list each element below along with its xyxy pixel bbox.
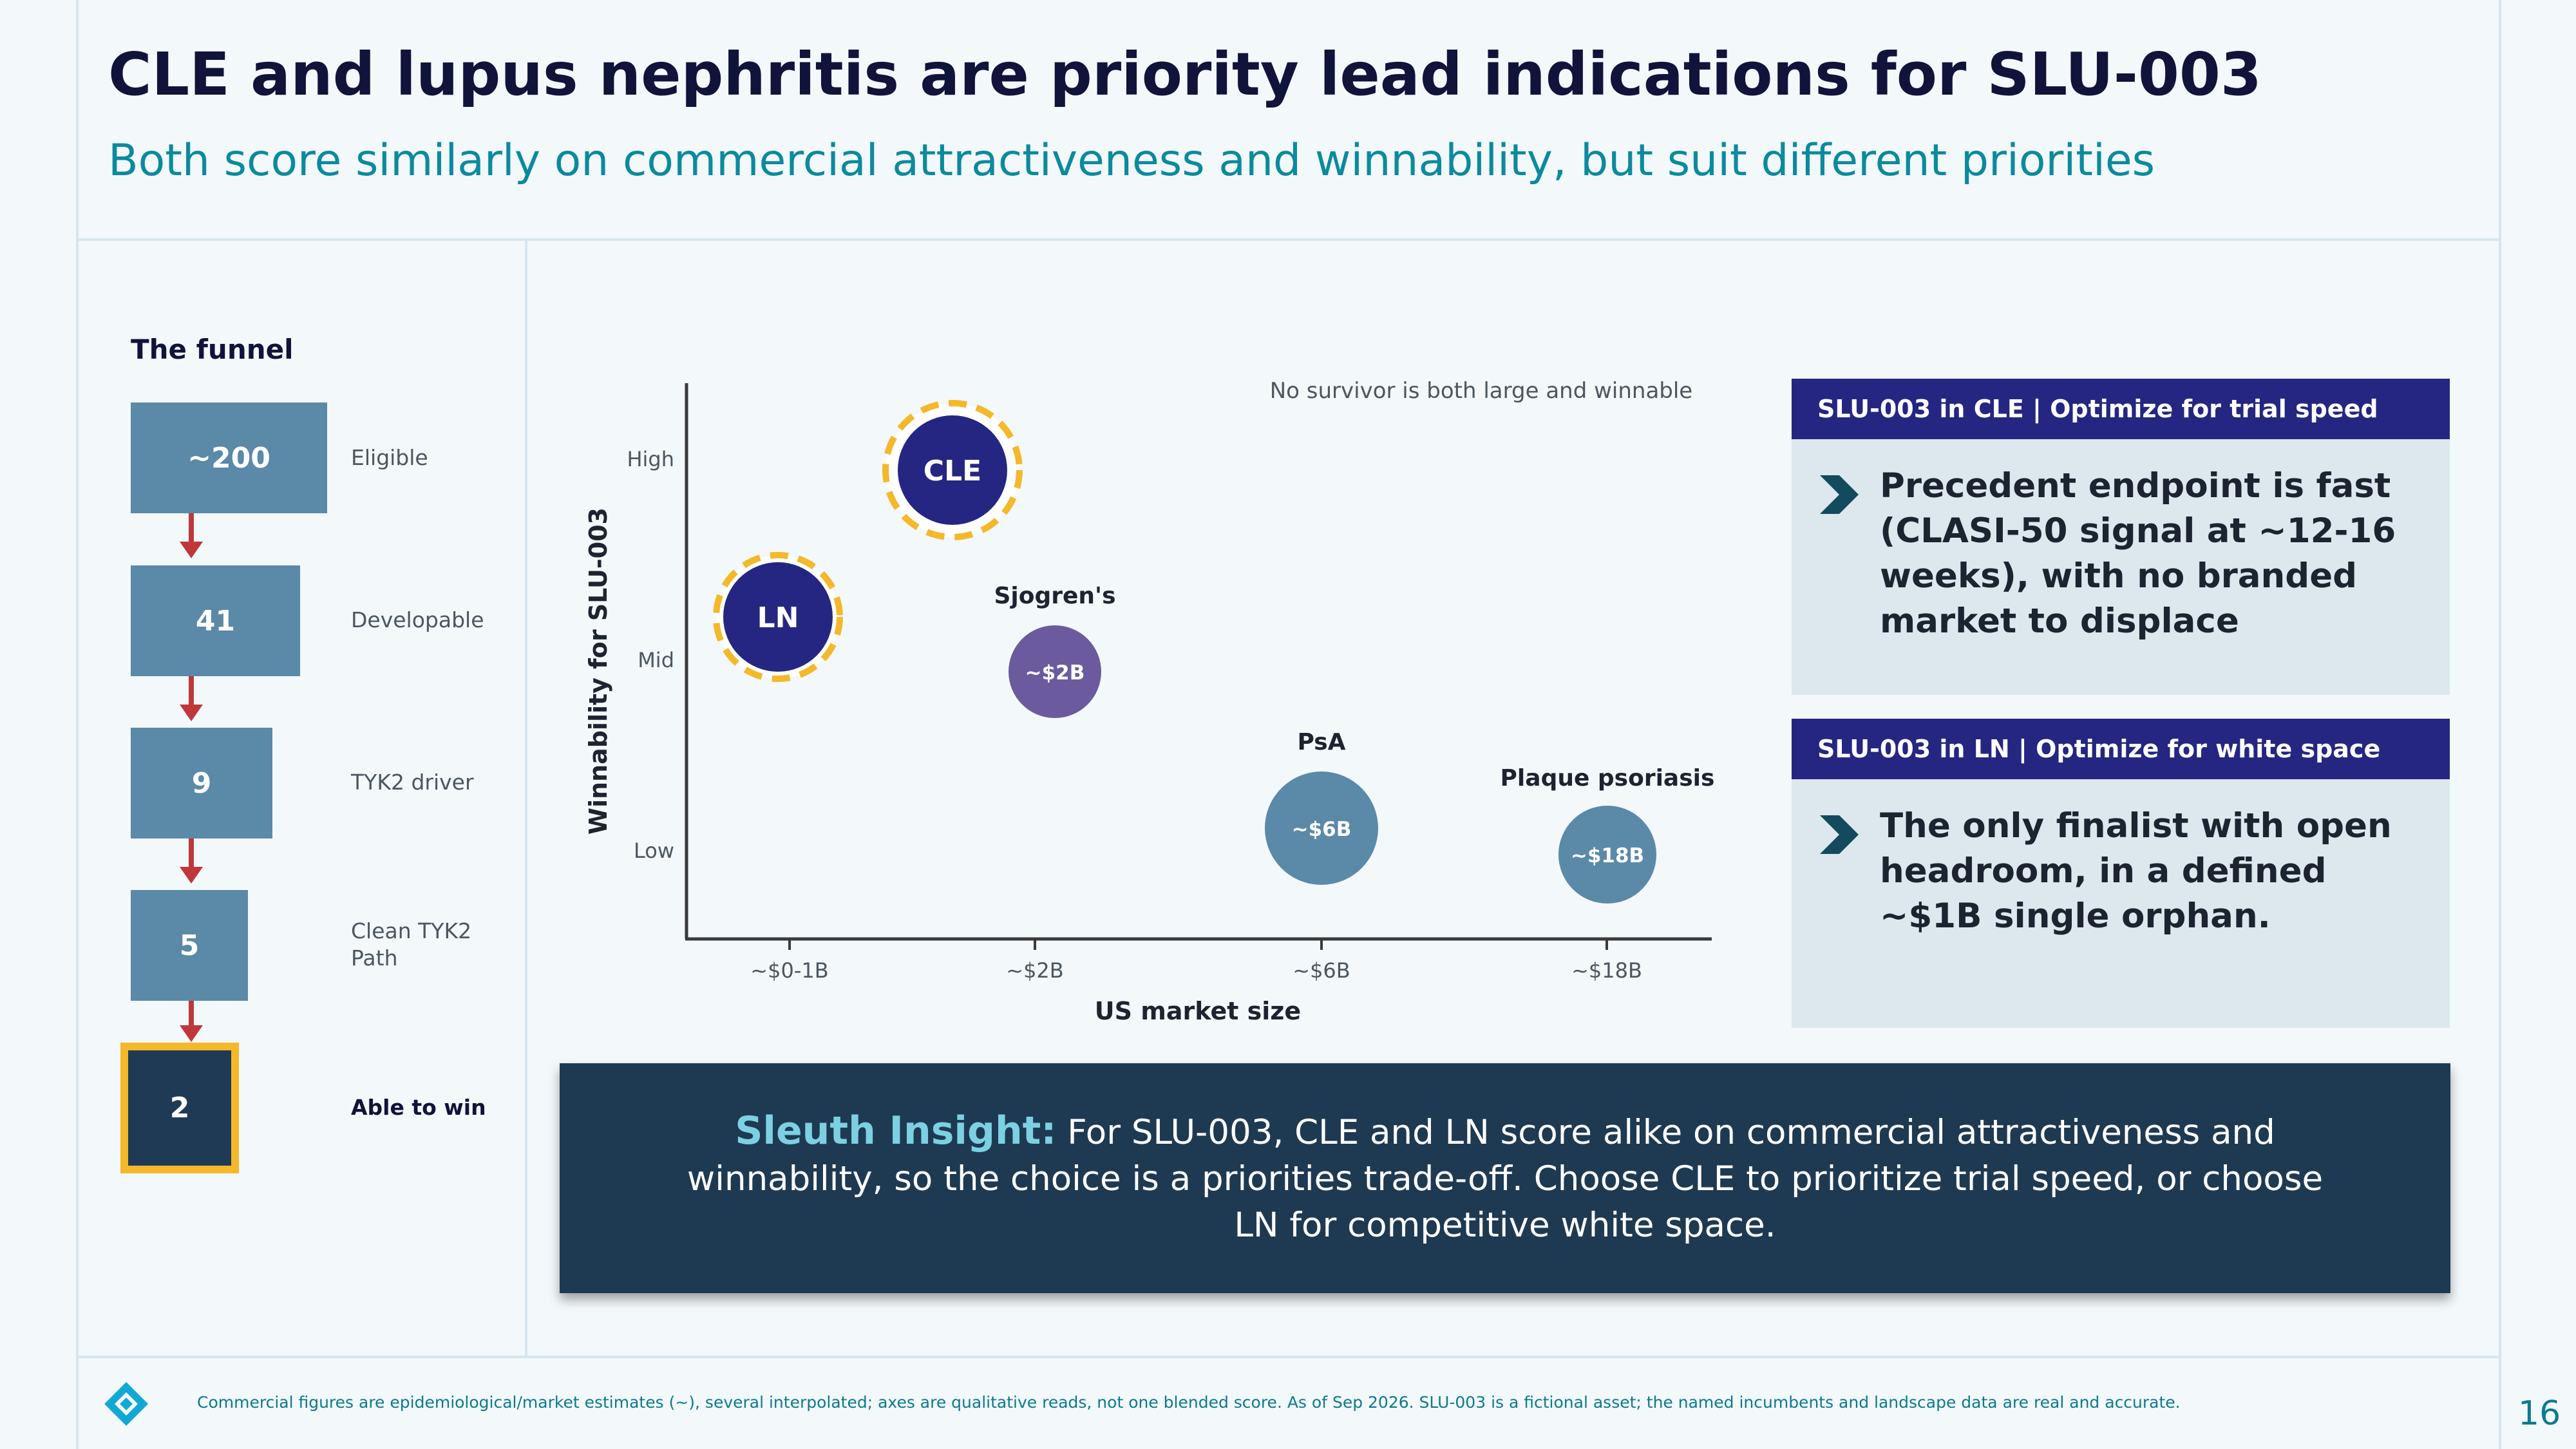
diamond-logo-icon <box>104 1382 148 1426</box>
insight-content: Sleuth Insight: For SLU-003, CLE and LN … <box>676 1108 2334 1249</box>
panel-ln-body: The only finalist with open headroom, in… <box>1792 779 2450 1028</box>
funnel-arrow-line <box>189 513 194 542</box>
chart-annotation: No survivor is both large and winnable <box>1270 378 1692 404</box>
bubble-name-plaque-psoriasis: Plaque psoriasis <box>1501 765 1715 791</box>
page-subtitle: Both score similarly on commercial attra… <box>108 135 2155 186</box>
bubble-label-ln: LN <box>757 601 799 634</box>
page-title: CLE and lupus nephritis are priority lea… <box>108 40 2262 109</box>
x-axis-title: US market size <box>1095 997 1301 1025</box>
y-tick-label: Low <box>634 838 674 863</box>
funnel-arrow-head <box>180 867 203 884</box>
funnel-title: The funnel <box>131 334 294 365</box>
funnel-divider <box>525 240 527 1357</box>
bubble-psa <box>1265 772 1378 885</box>
funnel-arrow-line <box>189 838 194 867</box>
x-tick-label: ~$6B <box>1293 958 1350 983</box>
insight-text: For SLU-003, CLE and LN score alike on c… <box>687 1113 2324 1245</box>
bubble-label-psa: ~$6B <box>1292 818 1352 841</box>
panel-cle-text: Precedent endpoint is fast (CLASI-50 sig… <box>1880 466 2396 641</box>
funnel-stage-clean-tyk2: 5 <box>131 890 248 1001</box>
panel-ln-text: The only finalist with open headroom, in… <box>1880 806 2392 936</box>
insight-lead: Sleuth Insight: <box>735 1108 1057 1153</box>
funnel-arrow-head <box>180 705 203 721</box>
bubble-sjogren-s <box>1009 625 1101 718</box>
bubble-label-plaque-psoriasis: ~$18B <box>1571 844 1644 867</box>
panel-cle-header: SLU-003 in CLE | Optimize for trial spee… <box>1792 379 2450 439</box>
funnel-label-clean-tyk2: Clean TYK2 Path <box>351 918 472 971</box>
y-tick-label: Mid <box>638 648 674 672</box>
bubble-plaque-psoriasis <box>1558 806 1656 904</box>
funnel-label-developable: Developable <box>351 607 484 632</box>
funnel-arrow-line <box>189 1001 194 1027</box>
frame-left <box>76 0 79 1449</box>
y-tick-label: High <box>627 447 674 471</box>
funnel-stage-eligible: ~200 <box>131 402 327 513</box>
x-tick-label: ~$0-1B <box>750 958 828 983</box>
funnel-arrow-line <box>189 676 194 705</box>
bubble-name-sjogren-s: Sjogren's <box>994 583 1115 609</box>
page-number: 16 <box>2518 1394 2561 1433</box>
funnel-arrow-head <box>180 1025 203 1042</box>
y-axis-title: Winnability for SLU-003 <box>584 507 612 835</box>
insight-box: Sleuth Insight: For SLU-003, CLE and LN … <box>560 1063 2450 1293</box>
bubble-ln <box>723 562 833 672</box>
footer-divider <box>76 1356 2501 1358</box>
chevron-right-icon <box>1820 475 1859 514</box>
funnel-label-eligible: Eligible <box>351 445 428 470</box>
funnel-label-tyk2-driver: TYK2 driver <box>351 770 474 795</box>
panel-ln-header: SLU-003 in LN | Optimize for white space <box>1792 719 2450 779</box>
footnote: Commercial figures are epidemiological/m… <box>197 1393 2181 1412</box>
funnel-arrow-head <box>180 542 203 558</box>
bubble-cle <box>898 415 1007 525</box>
x-tick-label: ~$18B <box>1571 958 1642 983</box>
chevron-right-icon <box>1820 815 1859 854</box>
x-tick-label: ~$2B <box>1006 958 1063 983</box>
bubble-label-cle: CLE <box>923 455 981 488</box>
bubble-name-psa: PsA <box>1297 729 1345 755</box>
frame-right <box>2499 0 2501 1449</box>
header-divider <box>76 238 2501 241</box>
panel-cle-body: Precedent endpoint is fast (CLASI-50 sig… <box>1792 439 2450 695</box>
funnel-label-able-to-win: Able to win <box>351 1095 486 1120</box>
funnel-stage-developable: 41 <box>131 565 300 676</box>
bubble-label-sjogren-s: ~$2B <box>1025 661 1085 685</box>
funnel-stage-able-to-win: 2 <box>120 1043 239 1173</box>
funnel-stage-tyk2-driver: 9 <box>131 728 272 838</box>
